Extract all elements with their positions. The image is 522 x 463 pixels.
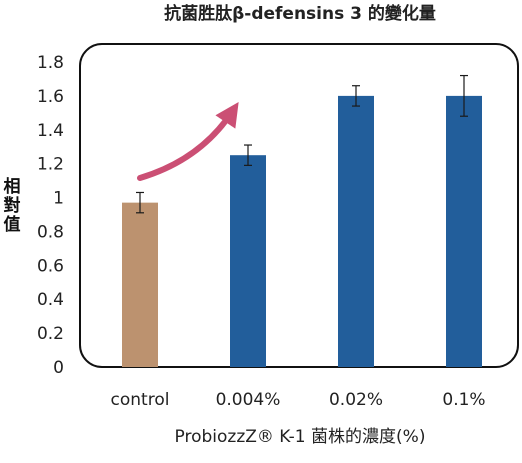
plot-frame bbox=[79, 43, 519, 368]
y-tick-label: 1 bbox=[53, 189, 64, 209]
y-tick-label: 1.2 bbox=[37, 155, 64, 175]
y-tick-label: 1.8 bbox=[37, 53, 64, 73]
x-category-label: 0.004% bbox=[216, 390, 281, 410]
error-bars-group bbox=[136, 74, 468, 214]
y-label-char: 值 bbox=[4, 214, 21, 235]
x-category-label: 0.1% bbox=[442, 390, 485, 410]
x-category-label: 0.02% bbox=[329, 390, 383, 410]
bar bbox=[122, 202, 158, 367]
y-tick-label: 0.8 bbox=[37, 222, 64, 242]
y-label-char: 相 bbox=[4, 176, 21, 197]
y-label-char: 對 bbox=[4, 195, 21, 216]
y-axis-ticks: 0 0.2 0.4 0.6 0.8 1 1.2 1.4 1.6 1.8 bbox=[37, 53, 64, 378]
trend-arrow bbox=[137, 102, 239, 181]
chart-title: 抗菌胜肽β-defensins 3 的變化量 bbox=[164, 3, 436, 24]
bars-group bbox=[122, 95, 482, 367]
y-tick-label: 0.4 bbox=[37, 290, 64, 310]
x-category-label: control bbox=[111, 390, 170, 410]
y-tick-label: 1.4 bbox=[37, 121, 64, 141]
x-axis-categories: control 0.004% 0.02% 0.1% bbox=[111, 390, 486, 410]
y-tick-label: 1.6 bbox=[37, 87, 64, 107]
bar bbox=[338, 95, 374, 367]
y-tick-label: 0.2 bbox=[37, 324, 64, 344]
y-axis-label: 相對值 bbox=[4, 176, 21, 235]
bar bbox=[230, 155, 266, 367]
y-tick-label: 0.6 bbox=[37, 256, 64, 276]
x-axis-title: ProbiozzZ® K-1 菌株的濃度(%) bbox=[175, 427, 426, 447]
bar bbox=[446, 95, 482, 367]
y-tick-label: 0 bbox=[53, 358, 64, 378]
